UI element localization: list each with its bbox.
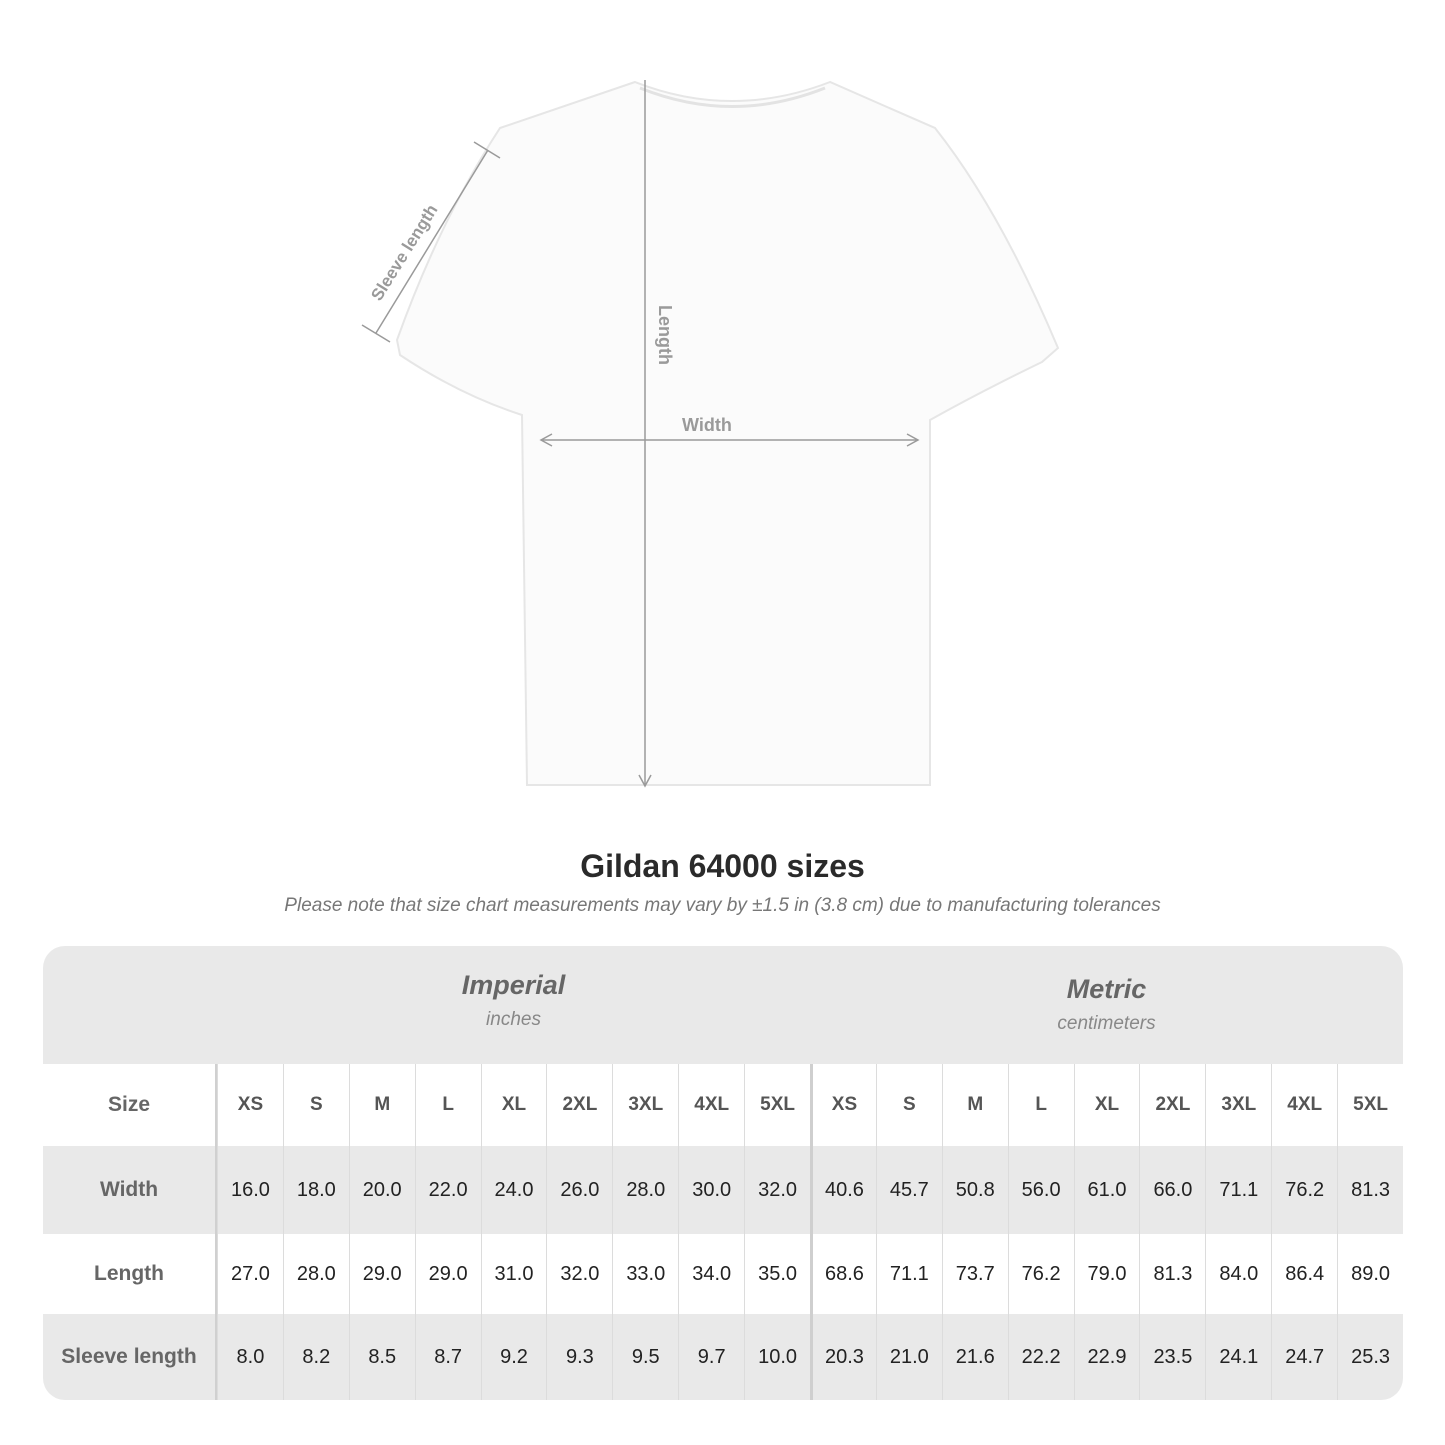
size-header-cell: S xyxy=(875,1064,942,1146)
value-cell: 20.3 xyxy=(810,1314,876,1400)
value-cell: 9.7 xyxy=(678,1314,744,1400)
value-cell: 35.0 xyxy=(744,1234,810,1314)
size-header-cell: 2XL xyxy=(546,1064,612,1146)
value-cell: 89.0 xyxy=(1337,1234,1403,1314)
size-header-cell: 5XL xyxy=(744,1064,810,1146)
value-cell: 84.0 xyxy=(1205,1234,1271,1314)
size-header-cell: M xyxy=(941,1064,1008,1146)
size-header-cell: 3XL xyxy=(1205,1064,1271,1146)
size-header-cell: XS xyxy=(810,1064,876,1146)
value-cell: 9.2 xyxy=(480,1314,547,1400)
row-label: Length xyxy=(43,1234,217,1314)
size-header-cell: 4XL xyxy=(678,1064,744,1146)
value-cell: 61.0 xyxy=(1073,1146,1140,1234)
value-cell: 18.0 xyxy=(282,1146,349,1234)
imperial-header: Imperial inches xyxy=(217,970,810,1088)
value-cell: 30.0 xyxy=(678,1146,744,1234)
value-cell: 73.7 xyxy=(941,1234,1008,1314)
value-cell: 66.0 xyxy=(1139,1146,1205,1234)
value-cell: 68.6 xyxy=(810,1234,876,1314)
value-cell: 76.2 xyxy=(1007,1234,1074,1314)
value-cell: 29.0 xyxy=(414,1234,481,1314)
size-table: Imperial inches Metric centimeters Size … xyxy=(43,946,1403,1400)
value-cell: 28.0 xyxy=(612,1146,678,1234)
value-cell: 33.0 xyxy=(612,1234,678,1314)
size-header-cell: 4XL xyxy=(1271,1064,1337,1146)
value-cell: 24.7 xyxy=(1271,1314,1337,1400)
value-cell: 8.2 xyxy=(282,1314,349,1400)
value-cell: 28.0 xyxy=(282,1234,349,1314)
row-label: Size xyxy=(43,1064,217,1146)
length-row: Length 27.0 28.0 29.0 29.0 31.0 32.0 33.0 34.0 35… xyxy=(43,1234,1403,1314)
value-cell: 34.0 xyxy=(678,1234,744,1314)
length-label: Length xyxy=(655,305,675,365)
metric-label: Metric xyxy=(1066,974,1147,1004)
value-cell: 21.6 xyxy=(941,1314,1008,1400)
size-header-cell: S xyxy=(282,1064,349,1146)
sleeve-line xyxy=(375,149,489,334)
size-header-cell: XS xyxy=(217,1064,283,1146)
value-cell: 31.0 xyxy=(480,1234,547,1314)
width-label: Width xyxy=(682,415,732,435)
value-cell: 24.1 xyxy=(1205,1314,1271,1400)
value-cell: 10.0 xyxy=(744,1314,810,1400)
row-label: Sleeve length xyxy=(43,1314,217,1400)
size-header-cell: 3XL xyxy=(612,1064,678,1146)
value-cell: 22.2 xyxy=(1007,1314,1074,1400)
value-cell: 86.4 xyxy=(1271,1234,1337,1314)
metric-unit: centimeters xyxy=(1057,1013,1156,1034)
tshirt-shape xyxy=(395,80,1060,786)
row-label: Width xyxy=(43,1146,217,1234)
value-cell: 9.3 xyxy=(546,1314,612,1400)
value-cell: 40.6 xyxy=(810,1146,876,1234)
value-cell: 50.8 xyxy=(941,1146,1008,1234)
value-cell: 21.0 xyxy=(875,1314,942,1400)
value-cell: 76.2 xyxy=(1271,1146,1337,1234)
size-header-cell: XL xyxy=(480,1064,547,1146)
size-header-cell: M xyxy=(348,1064,415,1146)
value-cell: 45.7 xyxy=(875,1146,942,1234)
width-row: Width 16.0 18.0 20.0 22.0 24.0 26.0 28.0 30.0 32.… xyxy=(43,1146,1403,1234)
value-cell: 22.9 xyxy=(1073,1314,1140,1400)
imperial-label: Imperial xyxy=(461,970,566,1000)
value-cell: 16.0 xyxy=(217,1146,283,1234)
size-header-cell: 2XL xyxy=(1139,1064,1205,1146)
size-header-cell: 5XL xyxy=(1337,1064,1403,1146)
value-cell: 27.0 xyxy=(217,1234,283,1314)
value-cell: 32.0 xyxy=(744,1146,810,1234)
value-cell: 24.0 xyxy=(480,1146,547,1234)
value-cell: 81.3 xyxy=(1337,1146,1403,1234)
size-row: Size XS S M L XL 2XL 3XL 4XL 5XL XS S M L XL 2XL 3XL 4XL… xyxy=(43,1064,1403,1146)
imperial-unit: inches xyxy=(486,1009,541,1030)
tolerance-note: Please note that size chart measurements… xyxy=(284,895,1161,916)
value-cell: 8.7 xyxy=(414,1314,481,1400)
value-cell: 56.0 xyxy=(1007,1146,1074,1234)
value-cell: 32.0 xyxy=(546,1234,612,1314)
page-title: Gildan 64000 sizes xyxy=(580,848,865,884)
sleeve-length-row: Sleeve length 8.0 8.2 8.5 8.7 9.2 9.3 9.5 9.7 10.… xyxy=(43,1314,1403,1400)
value-cell: 8.0 xyxy=(217,1314,283,1400)
size-header-cell: L xyxy=(414,1064,481,1146)
size-header-cell: XL xyxy=(1073,1064,1140,1146)
value-cell: 25.3 xyxy=(1337,1314,1403,1400)
value-cell: 23.5 xyxy=(1139,1314,1205,1400)
size-header-cell: L xyxy=(1007,1064,1074,1146)
value-cell: 9.5 xyxy=(612,1314,678,1400)
value-cell: 71.1 xyxy=(875,1234,942,1314)
tshirt-diagram: Sleeve length Length Width xyxy=(361,80,1060,788)
value-cell: 79.0 xyxy=(1073,1234,1140,1314)
metric-header: Metric centimeters xyxy=(810,974,1403,1092)
value-cell: 20.0 xyxy=(348,1146,415,1234)
value-cell: 22.0 xyxy=(414,1146,481,1234)
value-cell: 29.0 xyxy=(348,1234,415,1314)
value-cell: 26.0 xyxy=(546,1146,612,1234)
value-cell: 81.3 xyxy=(1139,1234,1205,1314)
value-cell: 71.1 xyxy=(1205,1146,1271,1234)
value-cell: 8.5 xyxy=(348,1314,415,1400)
